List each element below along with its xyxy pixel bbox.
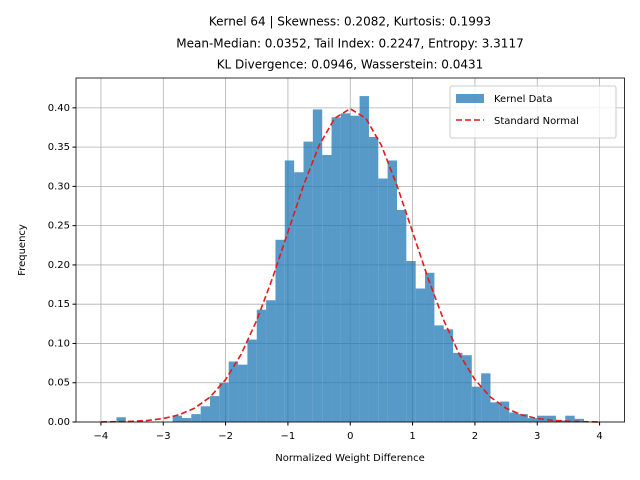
bar <box>350 115 360 422</box>
x-tick-label: 3 <box>534 431 540 442</box>
legend-swatch <box>456 94 484 103</box>
bar <box>172 415 182 422</box>
bar <box>200 406 211 422</box>
y-tick-label: 0.40 <box>48 103 70 114</box>
bar <box>527 418 538 422</box>
axes-frame <box>75 77 625 423</box>
bar <box>574 418 584 422</box>
bar <box>518 414 528 422</box>
y-tick-label: 0.30 <box>48 181 70 192</box>
x-tick-label: −1 <box>281 431 296 442</box>
bar <box>256 309 267 422</box>
bar <box>303 141 313 422</box>
bar <box>481 373 491 422</box>
y-tick-label: 0.25 <box>48 221 70 232</box>
bar <box>368 136 379 422</box>
x-tick-label: −3 <box>156 431 171 442</box>
bar <box>340 113 351 422</box>
bar <box>396 209 407 422</box>
chart-title: Mean-Median: 0.0352, Tail Index: 0.2247,… <box>176 37 523 51</box>
x-tick-label: 0 <box>347 431 353 442</box>
chart-title: KL Divergence: 0.0946, Wasserstein: 0.04… <box>217 58 484 72</box>
bar <box>266 300 276 422</box>
bar <box>294 172 304 422</box>
bar <box>181 418 192 422</box>
bar <box>228 361 239 422</box>
bar <box>546 415 556 422</box>
bar <box>425 272 435 422</box>
bar <box>312 109 323 422</box>
legend-box <box>449 85 617 139</box>
bar <box>490 402 500 422</box>
bar <box>210 396 220 422</box>
bar <box>434 325 444 422</box>
y-tick-label: 0.00 <box>48 417 70 428</box>
bar <box>415 288 426 422</box>
x-tick-label: 2 <box>472 431 478 442</box>
bar <box>509 412 519 422</box>
y-tick-label: 0.35 <box>48 142 70 153</box>
legend-label: Kernel Data <box>494 94 552 105</box>
bar <box>275 239 285 422</box>
bar <box>247 339 257 422</box>
bar <box>284 160 295 422</box>
bar <box>359 96 369 422</box>
x-tick-label: 1 <box>409 431 415 442</box>
bar <box>387 160 397 422</box>
bar <box>471 386 482 422</box>
bar <box>462 355 472 422</box>
bar <box>406 260 416 422</box>
y-axis-label: Frequency <box>17 224 28 276</box>
bar <box>331 117 341 422</box>
x-axis-label: Normalized Weight Difference <box>275 453 424 464</box>
bar <box>238 364 248 422</box>
chart-title: Kernel 64 | Skewness: 0.2082, Kurtosis: … <box>209 15 491 29</box>
bar <box>322 154 332 423</box>
x-tick-label: −2 <box>218 431 233 442</box>
bar <box>219 382 229 422</box>
y-tick-label: 0.10 <box>48 338 70 349</box>
bar <box>565 415 575 422</box>
bar <box>378 178 388 422</box>
bar <box>191 414 201 422</box>
bar <box>499 401 510 422</box>
y-tick-label: 0.20 <box>48 260 70 271</box>
y-tick-label: 0.05 <box>48 378 70 389</box>
x-tick-label: −4 <box>94 431 109 442</box>
bar <box>443 329 454 422</box>
bar <box>116 417 126 422</box>
x-tick-label: 4 <box>596 431 602 442</box>
line <box>100 107 600 423</box>
y-tick-label: 0.15 <box>48 299 70 310</box>
legend-label: Standard Normal <box>494 116 579 127</box>
bar <box>453 352 463 422</box>
